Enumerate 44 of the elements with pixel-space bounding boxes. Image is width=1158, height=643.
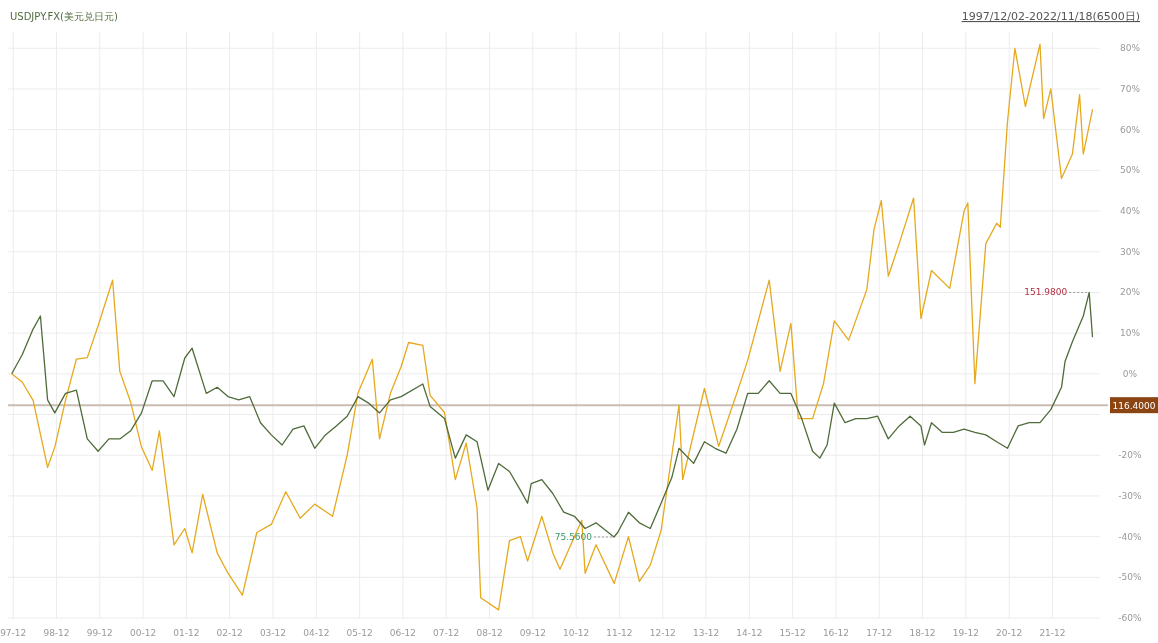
text: 116.4000 — [1112, 401, 1156, 412]
x-tick-label: 13-12 — [692, 628, 720, 638]
x-tick-label: 10-12 — [563, 628, 590, 638]
x-tick-label: 21-12 — [1039, 628, 1066, 638]
y-tick-label: 20% — [1119, 287, 1141, 298]
x-tick-label: 18-12 — [909, 628, 936, 638]
x-tick-label: 14-12 — [736, 628, 763, 638]
annotation: 151.9800 — [1024, 287, 1068, 298]
text: USDJPY.FX(美元兑日元) — [10, 11, 118, 22]
y-tick-label: 0% — [1122, 368, 1138, 379]
x-tick-label: 00-12 — [130, 628, 157, 638]
x-tick-label: 15-12 — [779, 628, 806, 638]
x-tick-label: 04-12 — [303, 628, 330, 638]
x-tick-label: 07-12 — [433, 628, 460, 638]
y-tick-label: -40% — [1118, 531, 1143, 542]
x-tick-label: 19-12 — [952, 628, 979, 638]
x-tick-label: 17-12 — [866, 628, 893, 638]
x-tick-label: 98-12 — [43, 628, 70, 638]
x-tick-label: 11-12 — [606, 628, 633, 638]
y-tick-label: 60% — [1119, 124, 1141, 135]
x-tick-label: 05-12 — [346, 628, 373, 638]
x-tick-label: 12-12 — [649, 628, 676, 638]
chart-subtitle: 1997/12/02-2022/11/18(6500日) — [961, 10, 1140, 23]
y-tick-label: -30% — [1118, 490, 1143, 501]
y-tick-label: 80% — [1119, 43, 1141, 54]
x-tick-label: 97-12 — [0, 628, 27, 638]
x-tick-label: 09-12 — [519, 628, 546, 638]
x-tick-label: 08-12 — [476, 628, 503, 638]
y-tick-label: 10% — [1119, 328, 1141, 339]
x-tick-label: 03-12 — [259, 628, 287, 638]
x-tick-label: 06-12 — [389, 628, 416, 638]
y-tick-label: -20% — [1118, 450, 1143, 461]
x-tick-label: 02-12 — [216, 628, 243, 638]
y-tick-label: -60% — [1118, 613, 1143, 623]
line-series — [11, 43, 1094, 611]
y-tick-label: 70% — [1119, 83, 1141, 94]
y-tick-label: 50% — [1119, 165, 1141, 176]
x-tick-label: 99-12 — [86, 628, 113, 638]
y-tick-label: 30% — [1119, 246, 1141, 257]
x-tick-label: 01-12 — [173, 628, 200, 638]
y-tick-label: -50% — [1118, 572, 1143, 583]
x-tick-label: 16-12 — [822, 628, 850, 638]
x-tick-label: 20-12 — [996, 628, 1023, 638]
y-tick-label: 40% — [1119, 206, 1141, 217]
